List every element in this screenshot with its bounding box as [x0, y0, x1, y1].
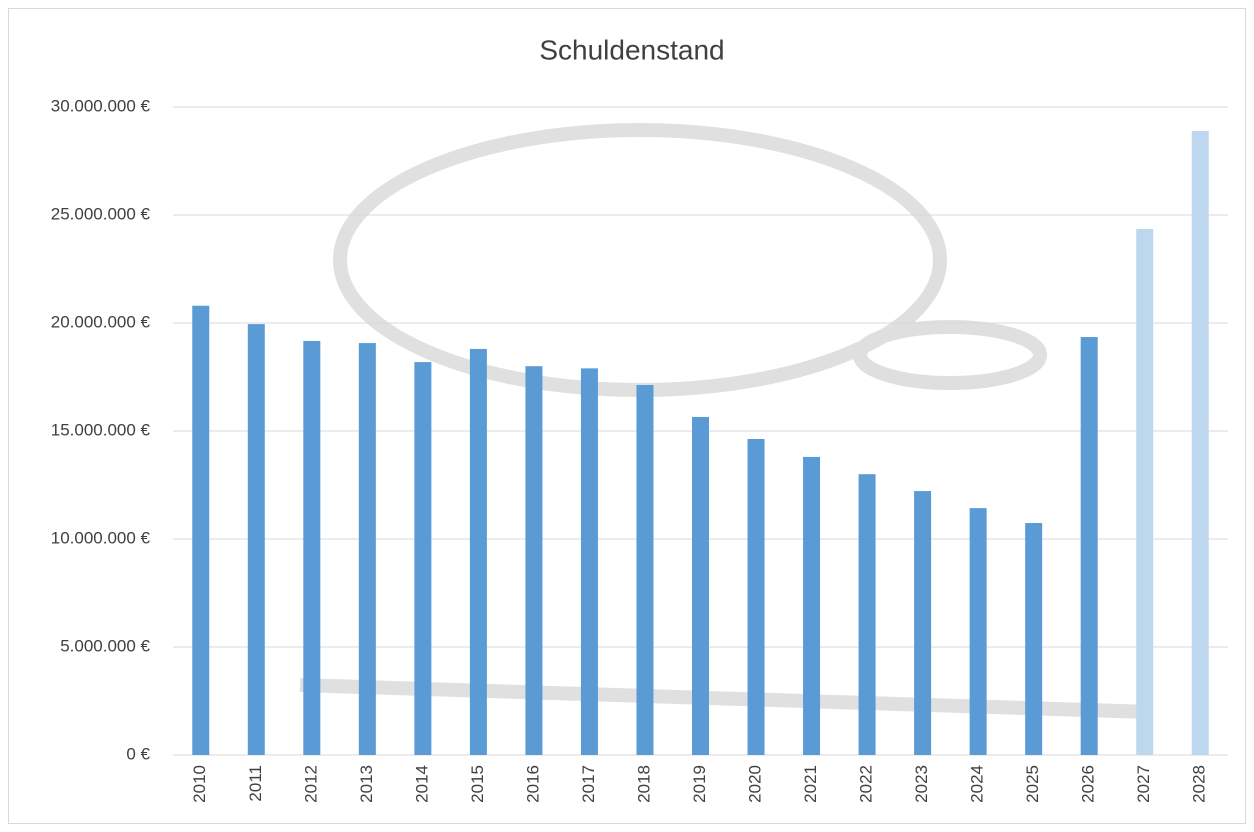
x-tick-label: 2011 — [246, 765, 265, 802]
x-tick-label: 2023 — [912, 765, 931, 803]
x-tick-label: 2028 — [1190, 765, 1209, 803]
x-tick-label: 2013 — [357, 765, 376, 803]
bar — [636, 385, 653, 755]
bar — [1192, 131, 1209, 755]
x-tick-label: 2027 — [1134, 765, 1153, 803]
bar — [192, 306, 209, 755]
y-tick-label: 5.000.000 € — [60, 636, 150, 655]
bar — [859, 474, 876, 755]
bar — [525, 366, 542, 755]
bar — [692, 417, 709, 755]
x-tick-label: 2019 — [690, 765, 709, 803]
chart: Schuldenstand 0 € 5.000.000 € 10.000.000 €… — [0, 0, 1254, 832]
bar — [359, 343, 376, 755]
x-tick-label: 2025 — [1023, 765, 1042, 803]
bar — [1136, 229, 1153, 755]
x-tick-label: 2021 — [801, 765, 820, 803]
x-tick-label: 2024 — [968, 765, 987, 803]
bar — [303, 341, 320, 755]
bar — [581, 368, 598, 755]
y-tick-label: 30.000.000 € — [51, 96, 151, 115]
bar — [1025, 523, 1042, 755]
x-tick-label: 2010 — [190, 765, 209, 803]
y-tick-label: 10.000.000 € — [51, 528, 151, 547]
x-tick-label: 2014 — [412, 765, 431, 803]
y-tick-label: 25.000.000 € — [51, 204, 151, 223]
y-tick-label: 0 € — [126, 744, 150, 763]
x-tick-label: 2016 — [523, 765, 542, 803]
y-tick-label: 20.000.000 € — [51, 312, 151, 331]
bar — [248, 324, 265, 755]
x-tick-label: 2012 — [301, 765, 320, 803]
bar — [1081, 337, 1098, 755]
x-tick-label: 2022 — [857, 765, 876, 803]
bar — [470, 349, 487, 755]
x-tick-label: 2020 — [746, 765, 765, 803]
x-tick-label: 2026 — [1079, 765, 1098, 803]
bar — [748, 439, 765, 755]
bar — [414, 362, 431, 755]
bar — [914, 491, 931, 755]
x-tick-label: 2017 — [579, 765, 598, 803]
x-tick-label: 2015 — [468, 765, 487, 803]
bar — [803, 457, 820, 755]
y-tick-label: 15.000.000 € — [51, 420, 151, 439]
chart-title: Schuldenstand — [539, 34, 724, 65]
x-tick-label: 2018 — [634, 765, 653, 803]
bar — [970, 508, 987, 755]
